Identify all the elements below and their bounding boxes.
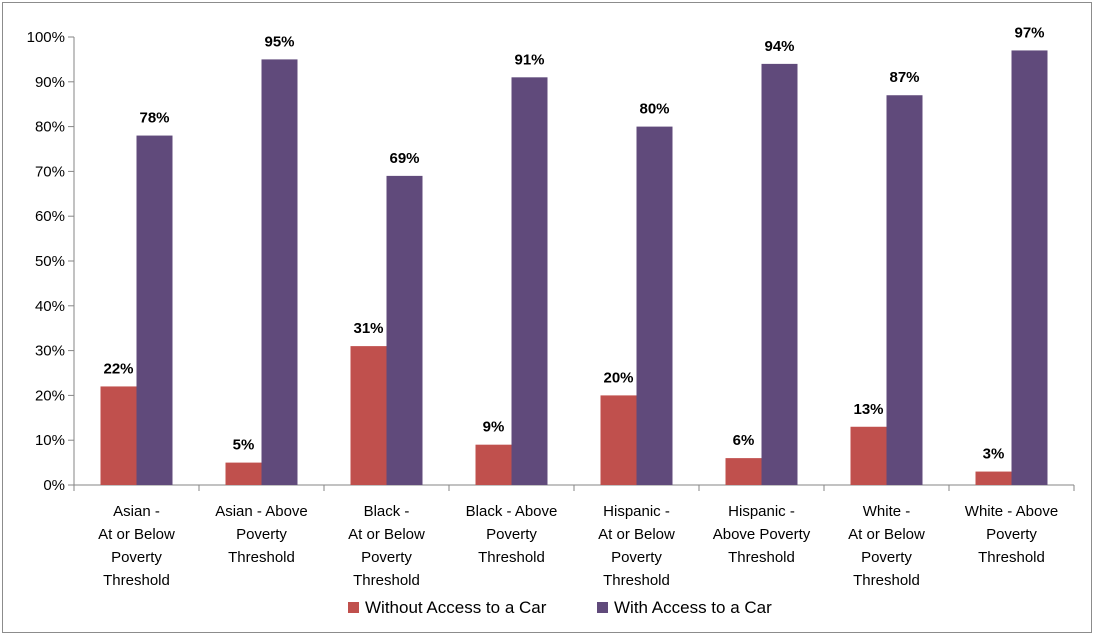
x-tick-label: Asian - Above Poverty Threshold bbox=[215, 503, 308, 566]
y-tick-label: 80% bbox=[35, 119, 65, 136]
bar-without-car bbox=[600, 395, 637, 485]
data-label: 78% bbox=[139, 110, 169, 127]
bar-without-car bbox=[975, 471, 1012, 485]
data-label: 22% bbox=[103, 360, 133, 377]
data-label: 31% bbox=[353, 320, 383, 337]
legend-label-without-car: Without Access to a Car bbox=[365, 598, 547, 617]
x-tick-label: White -At or Below Poverty Threshold bbox=[848, 503, 925, 589]
data-label: 97% bbox=[1014, 24, 1044, 41]
legend: Without Access to a Car With Access to a … bbox=[348, 598, 772, 617]
y-tick-label: 90% bbox=[35, 74, 65, 91]
bars bbox=[100, 50, 1048, 486]
x-tick-label: Hispanic -At or Below Poverty Threshold bbox=[598, 503, 675, 589]
bar-with-car bbox=[636, 126, 673, 485]
bar-without-car bbox=[475, 444, 512, 485]
y-tick-label: 70% bbox=[35, 163, 65, 180]
bar-without-car bbox=[225, 462, 262, 485]
bar-without-car bbox=[725, 458, 762, 485]
y-tick-label: 100% bbox=[27, 29, 65, 46]
x-tick-label: White - Above Poverty Threshold bbox=[965, 503, 1058, 566]
legend-swatch-without-car bbox=[348, 602, 359, 613]
bar-with-car bbox=[136, 135, 173, 485]
data-label: 80% bbox=[639, 101, 669, 118]
axes: 0% 10% 20% 30% 40% 50% 60% 70% 80% 90% 100% Asian -… bbox=[27, 29, 1075, 589]
bar-without-car bbox=[850, 426, 887, 485]
bar-without-car bbox=[100, 386, 137, 485]
data-label: 20% bbox=[603, 369, 633, 386]
y-tick-label: 50% bbox=[35, 253, 65, 270]
x-tick-label: Black - Above Poverty Threshold bbox=[466, 503, 558, 566]
bar-with-car bbox=[761, 63, 798, 485]
bar-with-car bbox=[1011, 50, 1048, 485]
y-tick-label: 0% bbox=[43, 477, 65, 494]
x-tick-label: Hispanic -Above Poverty Threshold bbox=[713, 503, 811, 566]
data-label: 3% bbox=[983, 446, 1005, 463]
x-tick-label: Asian -At or Below Poverty Threshold bbox=[98, 503, 175, 589]
data-label: 94% bbox=[764, 38, 794, 55]
y-tick-label: 20% bbox=[35, 387, 65, 404]
data-label: 91% bbox=[514, 51, 544, 68]
data-label: 5% bbox=[233, 437, 255, 454]
data-label: 87% bbox=[889, 69, 919, 86]
y-tick-label: 40% bbox=[35, 298, 65, 315]
data-label: 13% bbox=[853, 401, 883, 418]
data-label: 6% bbox=[733, 432, 755, 449]
legend-swatch-with-car bbox=[597, 602, 608, 613]
data-label: 69% bbox=[389, 150, 419, 167]
data-label: 9% bbox=[483, 419, 505, 436]
y-tick-label: 60% bbox=[35, 208, 65, 225]
bar-with-car bbox=[511, 77, 548, 485]
bar-with-car bbox=[261, 59, 298, 486]
legend-label-with-car: With Access to a Car bbox=[614, 598, 772, 617]
bar-with-car bbox=[886, 95, 923, 486]
bar-without-car bbox=[350, 346, 387, 485]
bar-with-car bbox=[386, 175, 423, 485]
y-tick-label: 10% bbox=[35, 432, 65, 449]
x-tick-label: Black -At or Below Poverty Threshold bbox=[348, 503, 425, 589]
data-labels: 22% 5% 31% 9% 20% 6% 13% 3% 78% 95% 69% 91% 80% 94% 87… bbox=[103, 24, 1044, 462]
y-tick-label: 30% bbox=[35, 343, 65, 360]
data-label: 95% bbox=[264, 33, 294, 50]
